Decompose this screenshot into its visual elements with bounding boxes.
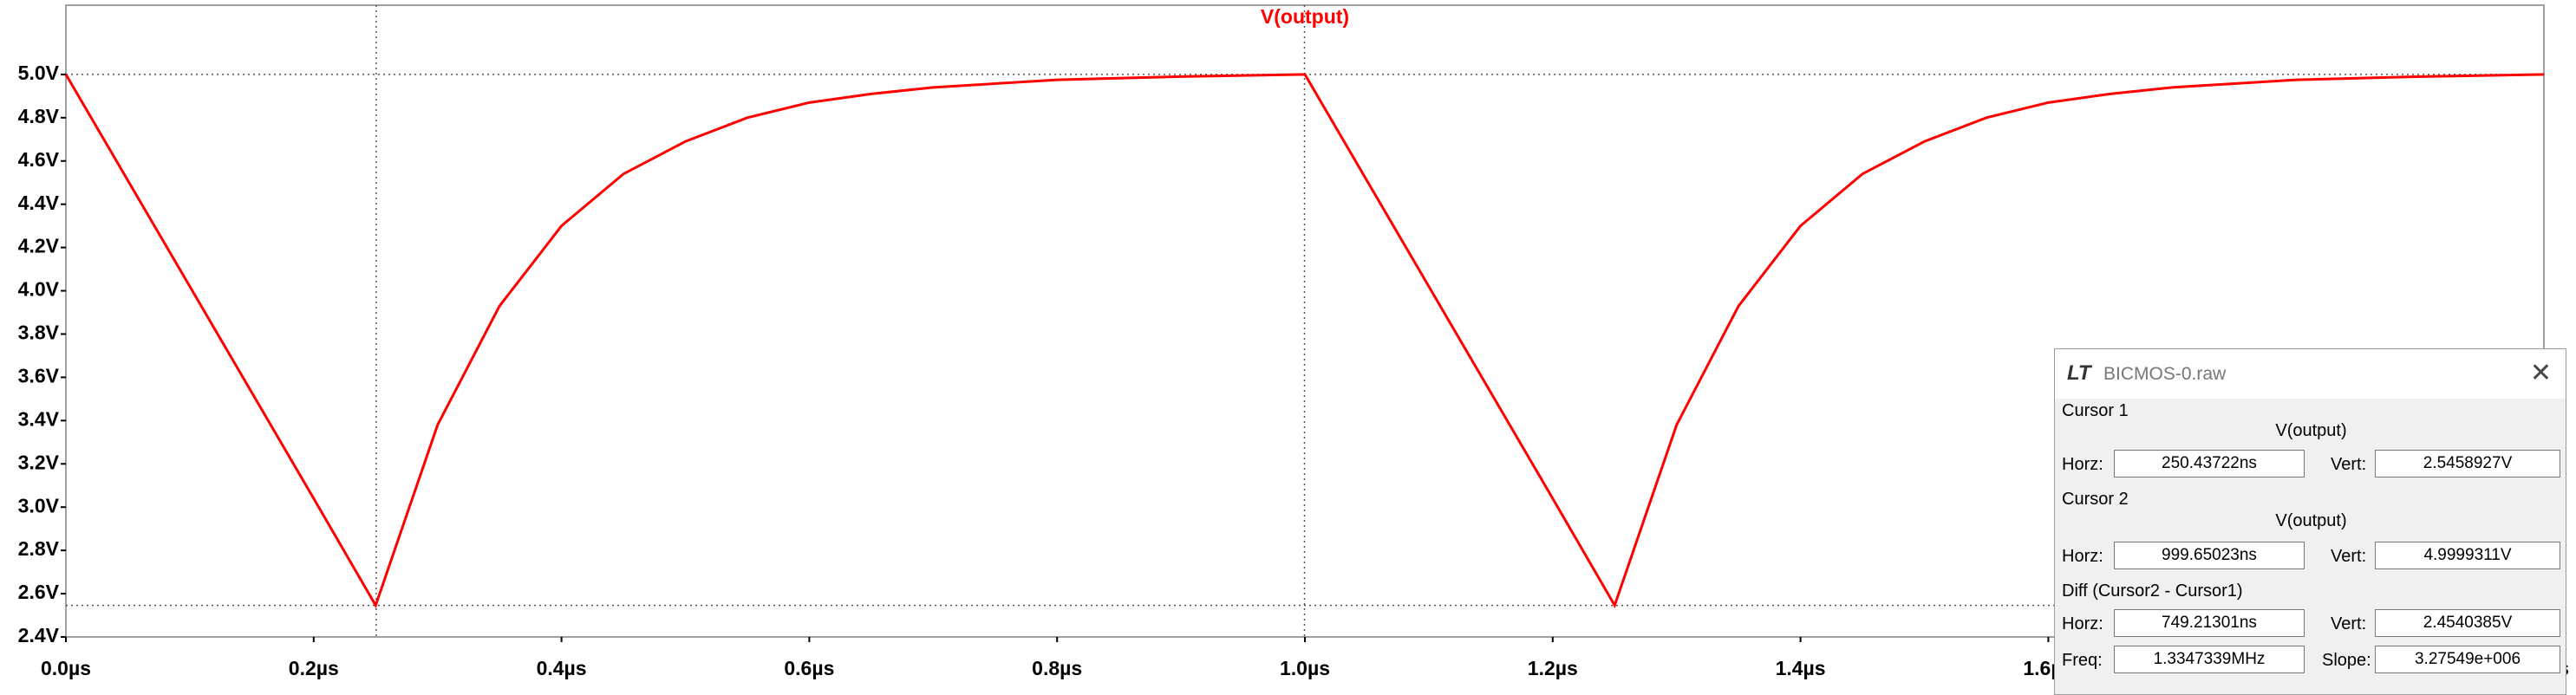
field-label: Vert: xyxy=(2331,547,2367,566)
y-tick-label: 4.8V xyxy=(18,105,60,127)
trace-name[interactable]: V(output) xyxy=(1261,5,1349,28)
field-label: Freq: xyxy=(2062,651,2103,670)
y-tick-label: 2.6V xyxy=(18,581,60,603)
y-tick-label: 3.2V xyxy=(18,451,60,473)
x-tick-label: 0.4µs xyxy=(537,657,587,679)
x-tick-label: 0.6µs xyxy=(784,657,834,679)
y-tick-label: 5.0V xyxy=(18,62,60,84)
dialog-titlebar: LT BICMOS-0.raw ✕ xyxy=(2055,349,2566,399)
plot-content xyxy=(61,5,2545,642)
y-tick-label: 3.0V xyxy=(18,494,60,516)
field-label: Slope: xyxy=(2322,651,2371,670)
horz-field[interactable]: 749.21301ns xyxy=(2114,609,2305,637)
y-tick-label: 3.6V xyxy=(18,364,60,386)
section-heading: Diff (Cursor2 - Cursor1) xyxy=(2062,581,2243,601)
section-heading: Cursor 1 xyxy=(2062,401,2129,420)
vert-field[interactable]: 2.4540385V xyxy=(2375,609,2560,637)
dialog-title: BICMOS-0.raw xyxy=(2103,364,2227,384)
slope-field[interactable]: 3.27549e+006 xyxy=(2375,646,2560,673)
y-tick-label: 4.6V xyxy=(18,148,60,171)
y-tick-label: 2.8V xyxy=(18,537,60,560)
y-tick-label: 3.8V xyxy=(18,322,60,344)
field-label: Horz: xyxy=(2062,455,2103,474)
trace-line xyxy=(64,73,2545,609)
horz-field[interactable]: 999.65023ns xyxy=(2114,542,2305,569)
field-label: Vert: xyxy=(2331,455,2367,474)
close-button[interactable]: ✕ xyxy=(2529,359,2552,387)
x-tick-label: 0.2µs xyxy=(289,657,339,679)
freq-field[interactable]: 1.3347339MHz xyxy=(2114,646,2305,673)
x-tick-label: 1.2µs xyxy=(1528,657,1578,679)
y-tick-label: 4.0V xyxy=(18,278,60,301)
section-heading: Cursor 2 xyxy=(2062,490,2129,509)
trace-label: V(output) xyxy=(2275,421,2347,440)
x-tick-label: 0.0µs xyxy=(41,657,91,679)
x-tick-label: 1.0µs xyxy=(1280,657,1330,679)
app-icon: LT xyxy=(2067,361,2091,385)
vert-field[interactable]: 2.5458927V xyxy=(2375,450,2560,477)
x-tick-label: 1.4µs xyxy=(1776,657,1826,679)
y-tick-label: 4.2V xyxy=(18,235,60,257)
y-tick-label: 2.4V xyxy=(18,624,60,646)
vert-field[interactable]: 4.9999311V xyxy=(2375,542,2560,569)
field-label: Horz: xyxy=(2062,614,2103,633)
cursor-dialog: LT BICMOS-0.raw ✕ Cursor 1 V(output) Hor… xyxy=(2054,348,2566,695)
field-label: Vert: xyxy=(2331,614,2367,633)
trace-label: V(output) xyxy=(2275,511,2347,530)
y-tick-label: 3.4V xyxy=(18,407,60,430)
horz-field[interactable]: 250.43722ns xyxy=(2114,450,2305,477)
y-tick-label: 4.4V xyxy=(18,192,60,214)
field-label: Horz: xyxy=(2062,547,2103,566)
x-tick-label: 0.8µs xyxy=(1032,657,1082,679)
